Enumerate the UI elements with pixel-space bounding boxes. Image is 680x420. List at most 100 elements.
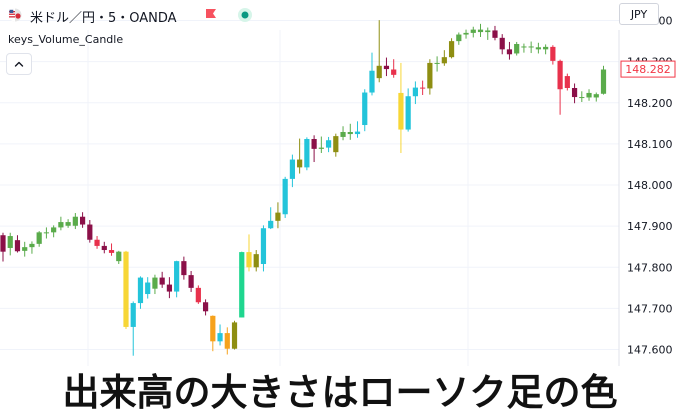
candle-body [427,62,433,89]
candle-body [600,69,607,94]
candle [246,234,252,272]
candle [268,207,274,230]
candle-body [123,251,129,327]
candle [123,250,129,329]
candle [492,25,498,41]
current-price-label: 148.282 [620,60,676,78]
candle-body [470,29,476,33]
candle-body [51,227,57,233]
candle-body [304,138,310,168]
candle-body [492,30,498,38]
candle [7,232,13,256]
candle-body [0,235,6,252]
candle-body [405,96,411,130]
candle [477,23,484,38]
candle [456,32,462,45]
candle-body [391,69,397,75]
candle [145,277,151,299]
candle-body [477,29,484,33]
candle-body [275,212,281,221]
candle-body [87,224,93,240]
candle [405,88,411,132]
candle [448,38,455,59]
candle [376,20,382,83]
candle [506,41,513,60]
red-flag-icon[interactable] [205,9,217,21]
candle-body [383,65,390,70]
candle-body [506,49,513,55]
collapse-button[interactable] [6,53,32,75]
candle [79,212,86,228]
candle [441,50,447,66]
candle [253,250,259,272]
candle [369,52,375,96]
candle [22,241,28,257]
candle-body [246,252,252,268]
candle-body [412,87,418,97]
symbol-title[interactable]: 米ドル／円・5・OANDA [30,11,177,26]
candle-series [0,20,607,356]
candle [116,250,122,265]
candle [210,315,216,352]
candle [94,236,100,249]
candle-body [579,97,585,99]
candle [108,243,115,256]
y-tick-label: 147.900 [627,220,673,233]
candle [36,231,42,247]
candle [51,225,57,238]
candle [600,65,607,95]
candle-body [340,132,346,137]
candle [557,59,563,115]
candle [543,44,549,55]
candle [383,57,390,77]
candle-body [434,62,440,64]
candle-body [7,236,13,248]
candle-body [347,132,353,135]
candle-body [239,252,245,318]
candle [87,220,93,243]
currency-button[interactable]: JPY [619,3,659,25]
candle-body [36,232,42,244]
candle [137,276,144,309]
candle [579,91,585,102]
candle [14,235,21,253]
candle-body [325,140,332,148]
candle [593,92,599,102]
candle [333,133,339,157]
candle [470,26,476,38]
candle-body [369,70,375,93]
candle-body [297,159,303,168]
y-tick-label: 147.800 [627,261,673,274]
candle [289,154,295,188]
candle-body [456,34,462,42]
candle [217,324,223,346]
candle-body [79,216,86,225]
candle-body [571,88,578,98]
candle [101,241,107,254]
candle-body [333,136,339,153]
candle-body [108,250,115,253]
candle-body [354,131,361,135]
candle [318,136,324,153]
candle [586,89,592,101]
green-dot-icon[interactable] [237,7,253,23]
candle [188,271,194,292]
candle [412,81,418,105]
candle-body [29,243,35,248]
candle-body [94,239,100,246]
candle-body [210,315,216,342]
candle-body [43,232,50,234]
indicator-name[interactable]: keys_Volume_Candle [8,33,124,46]
candle [535,42,541,54]
candle [427,59,433,95]
candle [420,80,426,95]
candle-body [101,245,107,251]
candle-body [137,277,144,304]
candle [152,274,158,295]
candle-body [65,222,71,226]
candle-body [282,178,288,215]
candle [485,27,491,40]
candle-body [398,92,404,130]
candle [181,256,187,280]
y-tick-label: 148.100 [627,138,673,151]
